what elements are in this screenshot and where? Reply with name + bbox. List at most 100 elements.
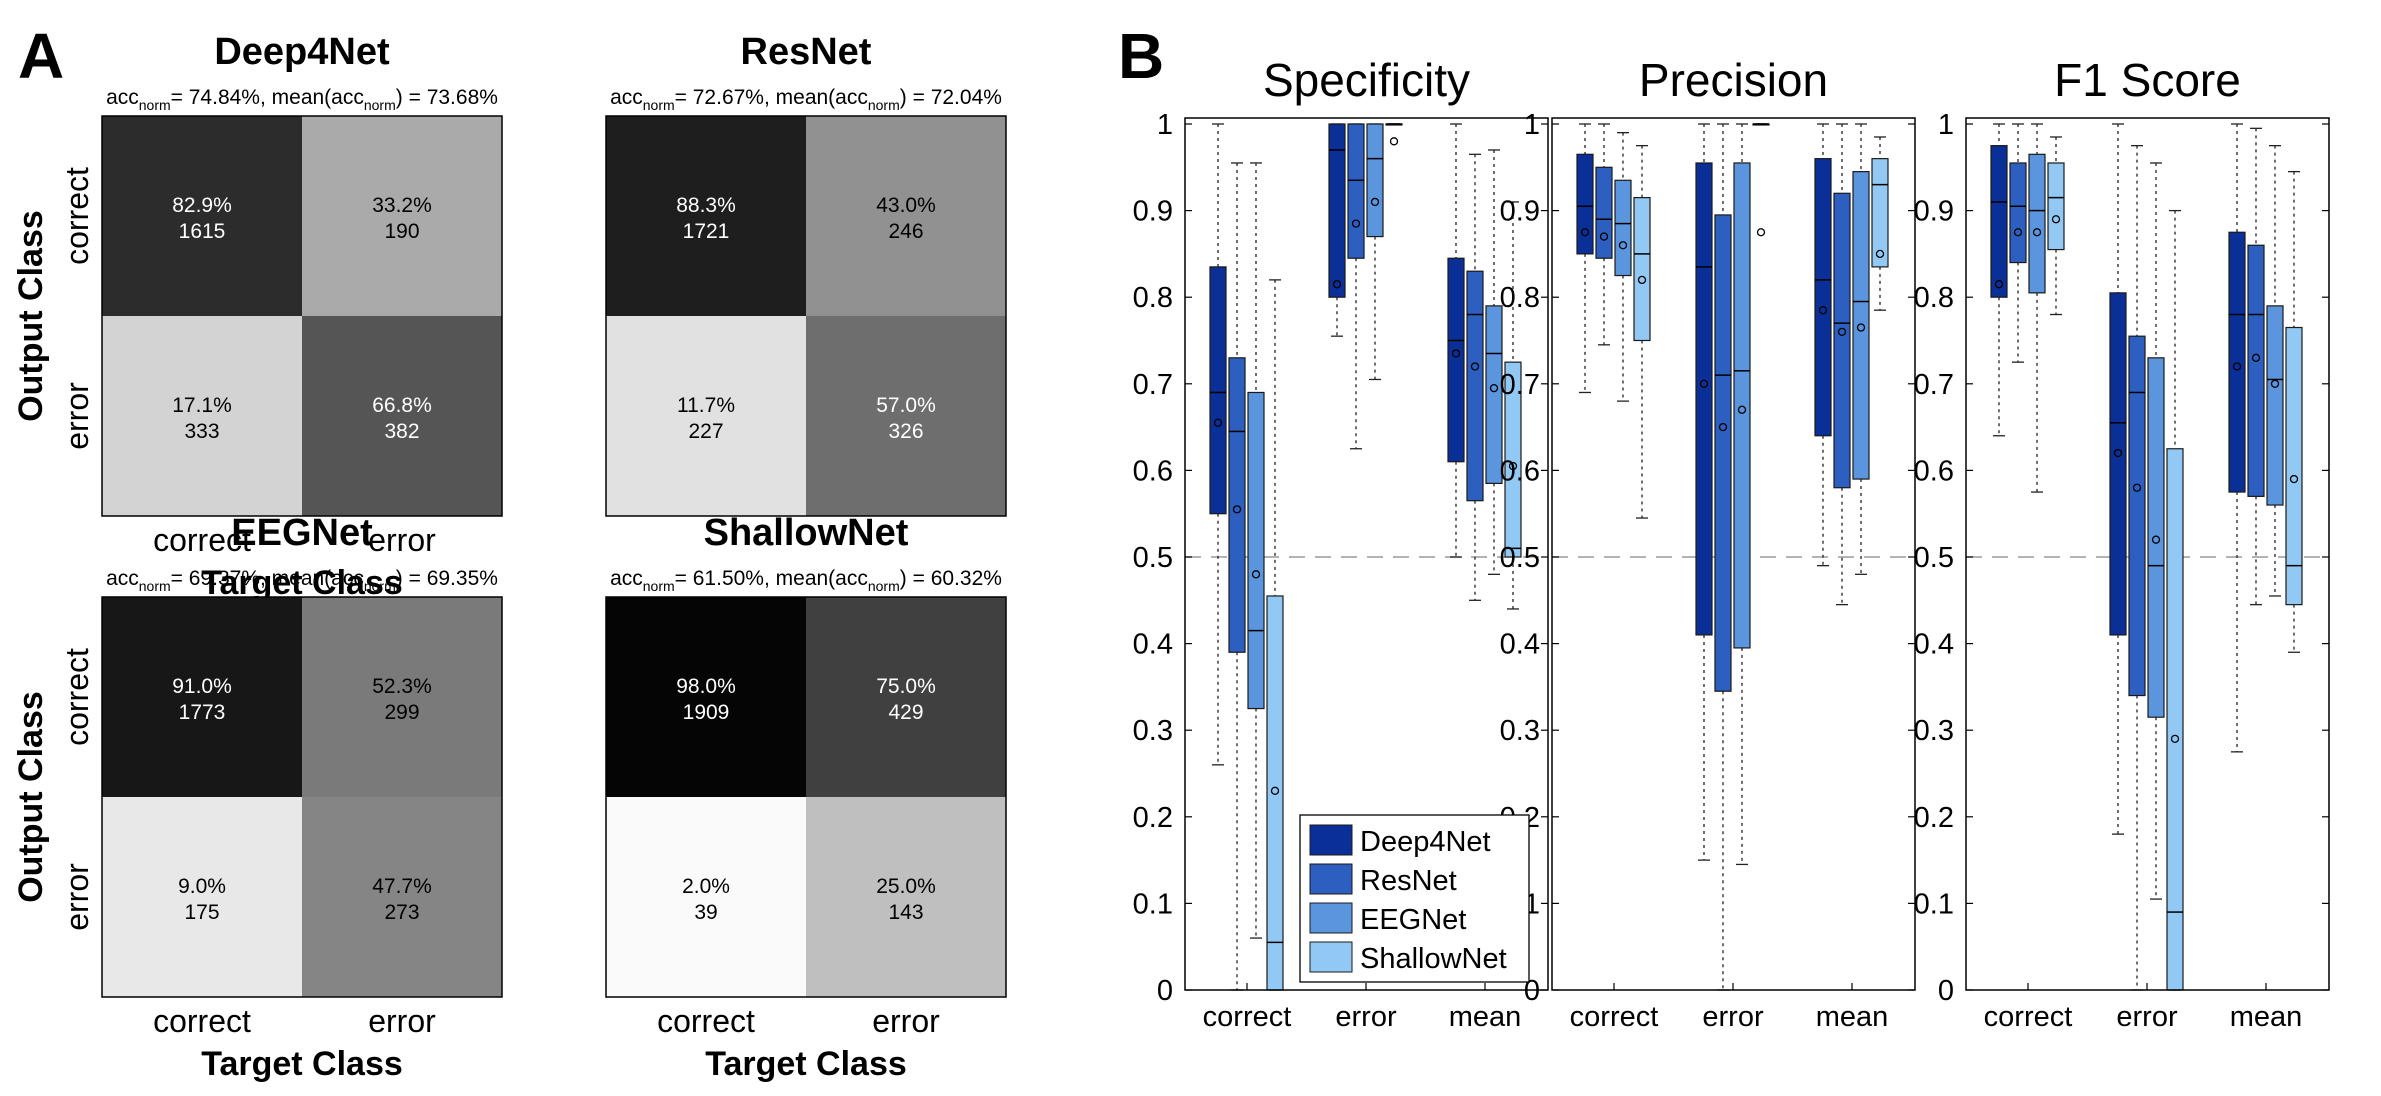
y-tick-label: 1 xyxy=(1157,109,1173,141)
matrix-cell xyxy=(606,316,806,516)
mean-marker xyxy=(1837,327,1847,336)
box-body xyxy=(2009,162,2027,264)
box xyxy=(2247,127,2265,606)
column-label: error xyxy=(368,1003,436,1039)
legend-swatch xyxy=(1309,902,1353,934)
axes-frame xyxy=(1965,117,2330,991)
y-tick-label: 0 xyxy=(1524,975,1540,1007)
cell-percent: 9.0% xyxy=(178,875,226,898)
box-group xyxy=(1990,123,2065,493)
box-body xyxy=(2128,335,2146,697)
box-body xyxy=(2247,244,2265,497)
y-tick-label: 0.7 xyxy=(1133,369,1173,401)
axes-frame xyxy=(1184,117,1549,991)
column-label: error xyxy=(368,522,436,558)
x-axis-title: Target Class xyxy=(201,564,403,602)
box-body xyxy=(1733,162,1751,649)
mean-marker xyxy=(1389,137,1399,146)
x-tick-label: mean xyxy=(1816,1001,1889,1033)
box xyxy=(1752,123,1770,237)
matrix-subtitle: accnorm= 74.84%, mean(accnorm) = 73.68% xyxy=(106,86,498,113)
y-tick-label: 0.6 xyxy=(1500,455,1540,487)
box-body xyxy=(2147,357,2165,718)
matrix-border xyxy=(101,115,503,517)
cell-count: 1615 xyxy=(179,220,226,243)
mean-marker xyxy=(1232,505,1242,514)
cell-percent: 33.2% xyxy=(372,194,432,217)
y-tick-label: 0.1 xyxy=(1133,888,1173,920)
mean-marker xyxy=(1508,461,1518,471)
y-tick-label: 0.5 xyxy=(1500,542,1540,574)
panel-b-box-plots: Specificity 0 0.1 0.2 0.3 0.4 0.5 0.6 0.7 0.8 0.9 1… xyxy=(1133,54,2330,1033)
cell-percent: 91.0% xyxy=(172,675,232,698)
subtitle-text: acc xyxy=(610,567,643,590)
y-tick-label: 0.2 xyxy=(1914,802,1954,834)
box-group xyxy=(1447,123,1522,610)
matrix-cell xyxy=(102,316,302,516)
box-body xyxy=(1347,123,1365,259)
y-tick-label: 0.9 xyxy=(1914,196,1954,228)
box xyxy=(2266,144,2284,597)
confusion-matrix: Deep4Net accnorm= 74.84%, mean(accnorm) =… xyxy=(12,31,503,602)
y-tick-label: 0.7 xyxy=(1914,369,1954,401)
matrix-cell xyxy=(102,116,302,316)
y-tick-label: 0.4 xyxy=(1133,629,1173,661)
box-body xyxy=(1633,197,1651,342)
subtitle-text: = 74.84%, mean(acc xyxy=(171,86,364,109)
matrix-cell xyxy=(302,316,502,516)
matrix-cell xyxy=(606,797,806,997)
mean-marker xyxy=(1756,228,1766,237)
matrix-subtitle: accnorm= 69.37%, mean(accnorm) = 69.35% xyxy=(106,567,498,594)
matrix-title: Deep4Net xyxy=(214,31,390,73)
cell-count: 227 xyxy=(688,420,723,443)
matrix-cell xyxy=(806,597,1006,797)
cell-count: 299 xyxy=(384,701,419,724)
cell-percent: 88.3% xyxy=(676,194,736,217)
x-tick-label: error xyxy=(1335,1001,1397,1033)
box-group xyxy=(2109,123,2184,991)
subtitle-text: ) = 60.32% xyxy=(900,567,1002,590)
subscript-text: norm xyxy=(364,578,396,594)
row-label: correct xyxy=(59,167,95,265)
y-tick-label: 0.8 xyxy=(1133,282,1173,314)
y-tick-label: 0.5 xyxy=(1914,542,1954,574)
box xyxy=(1366,123,1384,381)
y-tick-label: 0.3 xyxy=(1914,715,1954,747)
box-body xyxy=(1266,595,1284,991)
x-tick-label: error xyxy=(1702,1001,1764,1033)
box xyxy=(2128,144,2146,991)
y-tick-label: 0.6 xyxy=(1133,455,1173,487)
box xyxy=(1247,162,1265,939)
box-body xyxy=(1990,145,2008,298)
box xyxy=(2147,162,2165,900)
box-plot-axes: Specificity 0 0.1 0.2 0.3 0.4 0.5 0.6 0.7 0.8 0.9 1… xyxy=(1133,54,1549,1033)
box-body xyxy=(1595,166,1613,259)
mean-marker xyxy=(2151,535,2161,544)
box xyxy=(1695,123,1713,861)
box-group xyxy=(1814,123,1889,606)
legend-swatch xyxy=(1309,824,1353,856)
cell-percent: 66.8% xyxy=(372,394,432,417)
cell-percent: 2.0% xyxy=(682,875,730,898)
box-body xyxy=(1852,171,1870,480)
y-tick-label: 0 xyxy=(1938,975,1954,1007)
box xyxy=(1871,136,1889,311)
subtitle-text: = 72.67%, mean(acc xyxy=(675,86,868,109)
mean-marker xyxy=(1699,379,1709,388)
box xyxy=(1852,123,1870,575)
box-body xyxy=(1814,158,1832,437)
subscript-text: norm xyxy=(643,578,675,594)
box-body xyxy=(1614,179,1632,277)
mean-marker xyxy=(1270,786,1280,795)
x-tick-label: mean xyxy=(1449,1001,1522,1033)
x-tick-label: error xyxy=(2116,1001,2178,1033)
matrix-cell xyxy=(102,797,302,997)
box xyxy=(2166,209,2184,991)
mean-marker xyxy=(2113,448,2123,458)
subtitle-text: acc xyxy=(610,86,643,109)
box xyxy=(1447,123,1465,558)
box xyxy=(1614,132,1632,402)
mean-marker xyxy=(2232,362,2242,371)
